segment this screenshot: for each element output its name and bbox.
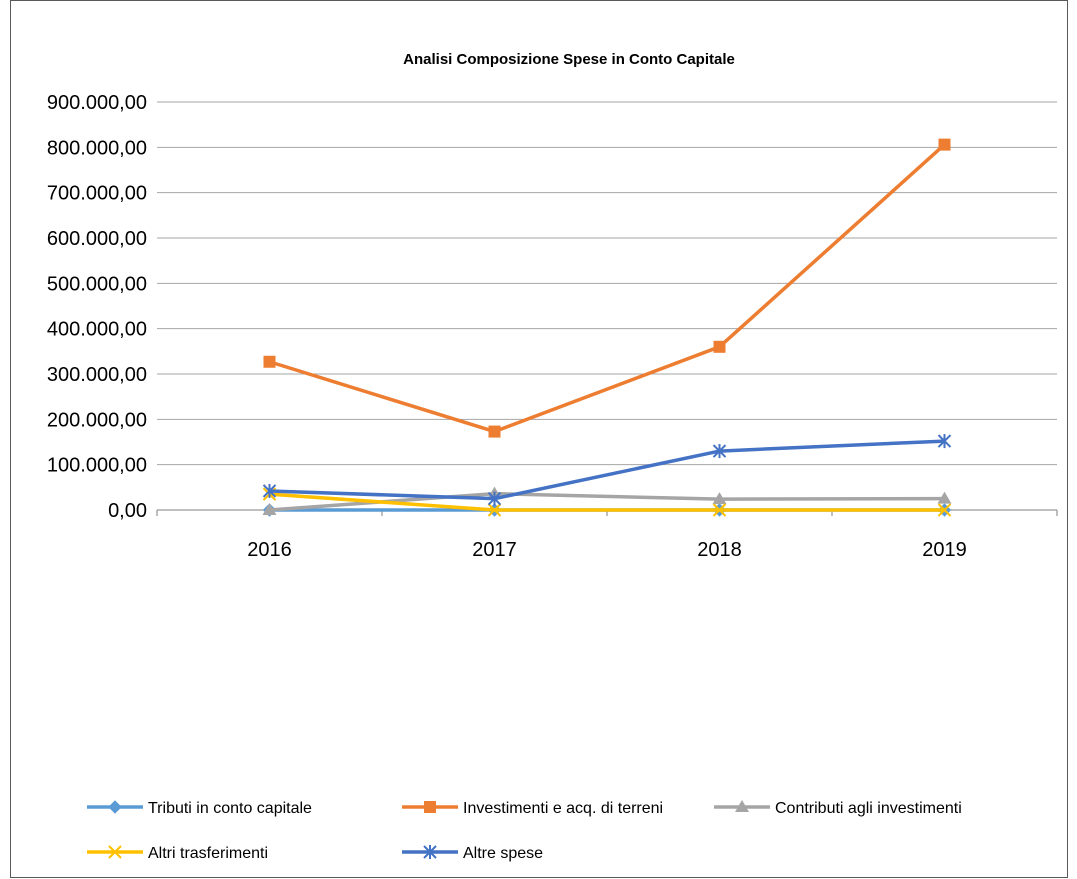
- series-layer: [262, 138, 952, 517]
- legend-label: Altri trasferimenti: [148, 845, 268, 862]
- legend-marker: [423, 845, 437, 859]
- data-point: [262, 483, 277, 498]
- legend: Tributi in conto capitale Investimenti e …: [87, 800, 962, 862]
- y-tick-label: 700.000,00: [47, 183, 147, 205]
- y-tick-label: 400.000,00: [47, 319, 147, 341]
- y-tick-label: 300.000,00: [47, 364, 147, 386]
- x-axis-tick-labels: 2016 2017 2018 2019: [247, 539, 967, 561]
- y-axis-tick-labels: 0,00 100.000,00 200.000,00 300.000,00 400.00…: [47, 92, 147, 522]
- legend-marker: [735, 800, 749, 812]
- y-tick-label: 600.000,00: [47, 228, 147, 250]
- y-tick-label: 900.000,00: [47, 92, 147, 114]
- chart-frame: [10, 0, 1068, 878]
- legend-item: Tributi in conto capitale: [87, 800, 312, 817]
- legend-item: Contributi agli investimenti: [714, 800, 962, 817]
- series-line: [269, 439, 945, 501]
- data-point: [262, 503, 277, 515]
- x-tick-label: 2019: [922, 539, 967, 561]
- data-point: [713, 340, 726, 353]
- series-altre-spese: [262, 434, 952, 506]
- series-investimenti-e-acq-di-terreni: [263, 138, 951, 438]
- x-tick-label: 2017: [472, 539, 517, 561]
- legend-item: Investimenti e acq. di terreni: [402, 800, 663, 817]
- legend-marker: [108, 845, 122, 859]
- data-point: [712, 444, 727, 459]
- data-point: [487, 491, 502, 506]
- legend-item: Altri trasferimenti: [87, 845, 268, 862]
- legend-label: Contributi agli investimenti: [775, 800, 962, 817]
- data-point: [937, 434, 952, 449]
- legend-label: Altre spese: [463, 845, 543, 862]
- data-point: [488, 425, 501, 438]
- y-tick-label: 100.000,00: [47, 455, 147, 477]
- x-tick-label: 2016: [247, 539, 292, 561]
- data-point: [263, 355, 276, 368]
- data-point: [937, 491, 952, 504]
- data-point: [712, 492, 727, 505]
- data-point: [487, 503, 502, 517]
- y-tick-label: 800.000,00: [47, 137, 147, 159]
- y-tick-label: 0,00: [108, 500, 147, 522]
- legend-label: Tributi in conto capitale: [148, 800, 312, 817]
- legend-marker: [424, 801, 436, 813]
- x-tick-label: 2018: [697, 539, 742, 561]
- y-tick-label: 200.000,00: [47, 409, 147, 431]
- legend-item: Altre spese: [402, 845, 543, 862]
- data-point: [712, 503, 727, 517]
- y-tick-label: 500.000,00: [47, 273, 147, 295]
- legend-marker: [108, 800, 122, 814]
- data-point: [937, 503, 952, 517]
- legend-label: Investimenti e acq. di terreni: [463, 800, 663, 817]
- series-line: [268, 143, 946, 434]
- chart-title: Analisi Composizione Spese in Conto Capi…: [403, 51, 735, 68]
- series-line: [269, 492, 945, 512]
- data-point: [938, 138, 951, 151]
